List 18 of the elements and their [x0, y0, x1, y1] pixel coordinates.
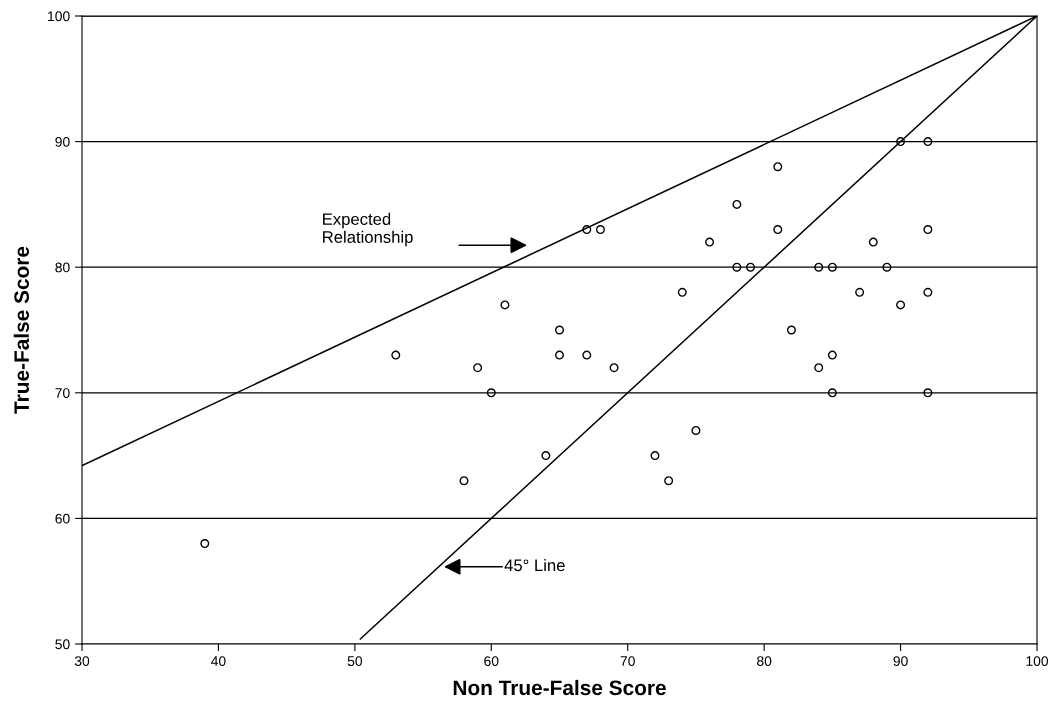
x-tick-label: 90	[893, 656, 908, 667]
y-tick-label: 70	[55, 388, 70, 398]
x-tick-label: 60	[484, 656, 499, 667]
y-tick-label: 80	[55, 262, 70, 273]
x-tick-label: 80	[757, 656, 772, 667]
y-tick-label: 100	[48, 11, 70, 22]
y-axis-title: True-False Score	[13, 246, 30, 414]
x-tick-label: 40	[211, 656, 226, 667]
x-tick-label: 30	[74, 656, 90, 667]
x-tick-label: 70	[620, 656, 635, 667]
y-tick-label: 90	[55, 136, 70, 147]
annotation: Expected Relationship	[323, 212, 413, 247]
y-tick-label: 60	[55, 513, 70, 524]
x-tick-label: 100	[1026, 656, 1049, 667]
annotation: 45° Line	[504, 558, 565, 572]
y-tick-label: 50	[55, 639, 70, 650]
x-axis-title: Non True-False Score	[453, 679, 666, 696]
x-tick-label: 50	[347, 656, 363, 667]
